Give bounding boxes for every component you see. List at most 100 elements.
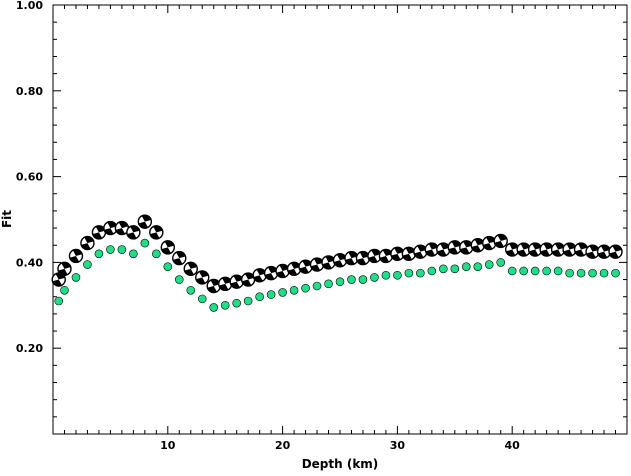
fit-dot bbox=[358, 275, 368, 284]
fit-dot bbox=[278, 288, 287, 297]
y-tick-label: 0.40 bbox=[16, 256, 43, 269]
mechanism-symbol bbox=[436, 242, 451, 257]
fit-dot bbox=[266, 290, 276, 299]
mechanism-symbol bbox=[103, 220, 118, 236]
fit-dot bbox=[71, 273, 81, 282]
fit-dot bbox=[94, 249, 104, 259]
mechanism-symbol bbox=[206, 278, 221, 294]
fit-dot bbox=[496, 258, 506, 267]
fit-dot bbox=[197, 294, 207, 304]
mechanism-symbol bbox=[470, 238, 485, 253]
fit-dot bbox=[140, 238, 150, 248]
fit-dot bbox=[163, 262, 173, 271]
fit-dot bbox=[60, 285, 69, 295]
fit-dot bbox=[507, 266, 517, 276]
fit-dot bbox=[83, 260, 92, 269]
mechanism-symbol bbox=[183, 261, 198, 277]
mechanism-symbol bbox=[539, 242, 554, 257]
mechanism-symbol bbox=[573, 242, 589, 257]
fit-dot bbox=[186, 285, 196, 295]
fit-dot bbox=[393, 270, 402, 280]
fit-dot bbox=[611, 268, 620, 278]
x-tick-label: 20 bbox=[275, 439, 291, 452]
fit-dot bbox=[301, 283, 310, 293]
mechanism-symbol bbox=[252, 268, 267, 283]
mechanism-symbol bbox=[286, 261, 302, 277]
fit-dot bbox=[220, 300, 230, 310]
mechanism-symbol bbox=[401, 246, 417, 262]
y-tick-label: 1.00 bbox=[16, 0, 43, 12]
mechanism-symbol bbox=[229, 274, 244, 289]
mechanism-symbol bbox=[57, 261, 72, 277]
mechanism-series bbox=[51, 214, 623, 294]
fit-dot bbox=[232, 298, 241, 308]
mechanism-symbol bbox=[172, 250, 187, 266]
fit-dot bbox=[519, 266, 528, 276]
mechanism-symbol bbox=[275, 263, 290, 279]
mechanism-symbol bbox=[298, 259, 313, 274]
mechanism-symbol bbox=[332, 253, 348, 268]
mechanism-symbol bbox=[493, 233, 508, 249]
fit-dot bbox=[335, 277, 345, 287]
mechanism-symbol bbox=[149, 225, 164, 240]
x-tick-label: 40 bbox=[505, 439, 521, 452]
fit-dot bbox=[542, 266, 551, 276]
fit-dot bbox=[484, 260, 494, 269]
fit-dot bbox=[54, 296, 64, 306]
mechanism-symbol bbox=[80, 235, 95, 251]
mechanism-symbol bbox=[160, 240, 176, 255]
mechanism-symbol bbox=[68, 248, 84, 264]
fit-dot-series bbox=[54, 238, 620, 312]
mechanism-symbol bbox=[217, 276, 233, 292]
x-tick-label: 30 bbox=[390, 439, 406, 452]
fit-dot bbox=[106, 245, 115, 254]
fit-dot bbox=[439, 264, 448, 274]
mechanism-symbol bbox=[367, 248, 382, 264]
mechanism-symbol bbox=[413, 244, 428, 259]
fit-dot bbox=[255, 292, 264, 302]
fit-dot bbox=[289, 285, 299, 295]
fit-dot bbox=[450, 264, 460, 274]
fit-dot bbox=[152, 249, 161, 259]
mechanism-symbol bbox=[309, 257, 325, 272]
fit-dot bbox=[324, 279, 333, 289]
mechanism-symbol bbox=[137, 214, 153, 229]
mechanism-symbol bbox=[321, 255, 336, 270]
fit-dot bbox=[129, 249, 138, 259]
fit-dot bbox=[588, 268, 597, 278]
mechanism-symbol bbox=[263, 265, 279, 281]
fit-dot bbox=[599, 268, 609, 278]
fit-dot bbox=[565, 268, 574, 278]
mechanism-symbol bbox=[195, 270, 210, 285]
x-tick-label: 10 bbox=[160, 439, 176, 452]
fit-dot bbox=[174, 275, 184, 284]
fit-dot bbox=[312, 281, 322, 291]
mechanism-symbol bbox=[390, 246, 405, 262]
fit-dot bbox=[404, 268, 414, 278]
mechanism-symbol bbox=[424, 242, 440, 257]
fit-dot bbox=[461, 262, 471, 271]
fit-dot bbox=[576, 268, 586, 278]
fit-dot bbox=[117, 245, 127, 254]
fit-dot bbox=[243, 296, 253, 306]
y-tick-label: 0.80 bbox=[16, 85, 43, 98]
y-tick-label: 0.60 bbox=[16, 171, 43, 184]
mechanism-symbol bbox=[355, 250, 371, 266]
mechanism-symbol bbox=[482, 235, 497, 251]
fit-dot bbox=[427, 266, 437, 276]
fit-dot bbox=[381, 270, 391, 280]
y-tick-label: 0.20 bbox=[16, 342, 43, 355]
fit-dot bbox=[553, 266, 563, 276]
fit-dot bbox=[473, 262, 483, 271]
fit-dot bbox=[370, 273, 379, 282]
y-axis-label: Fit bbox=[0, 210, 14, 228]
fit-dot bbox=[530, 266, 540, 276]
mechanism-symbol bbox=[459, 240, 474, 255]
fit-dot bbox=[209, 303, 219, 312]
fit-dot bbox=[347, 275, 356, 284]
x-axis-label: Depth (km) bbox=[302, 457, 379, 471]
fit-dot bbox=[416, 268, 425, 278]
mechanism-symbol bbox=[505, 242, 520, 257]
